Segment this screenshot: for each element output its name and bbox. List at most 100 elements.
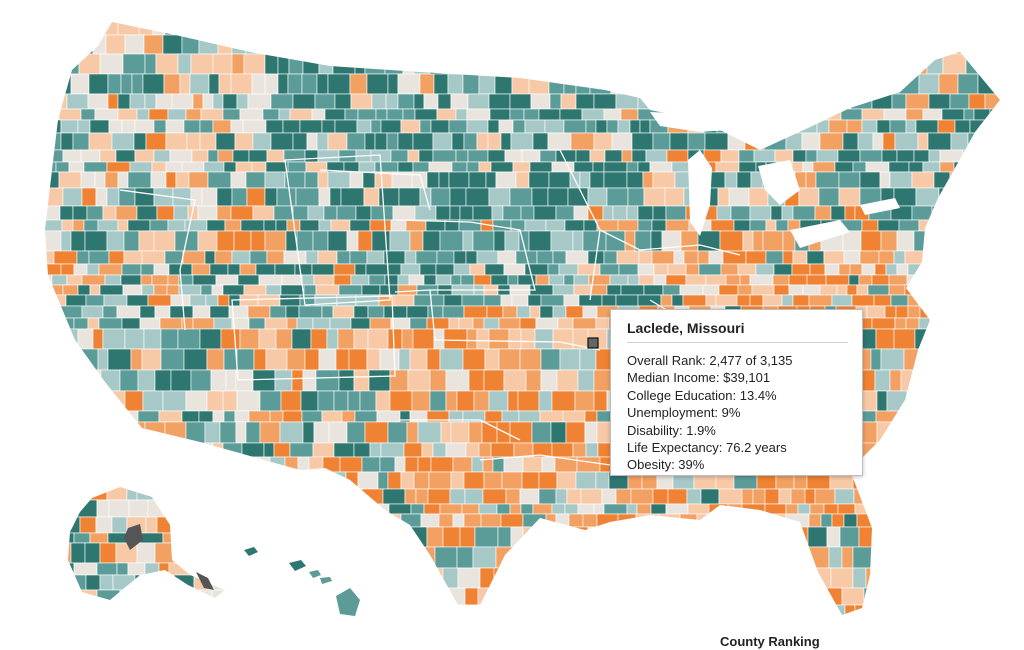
county-cell[interactable]	[103, 294, 128, 307]
county-cell[interactable]	[959, 546, 984, 569]
county-cell[interactable]	[289, 442, 314, 458]
county-cell[interactable]	[77, 284, 91, 296]
county-cell[interactable]	[547, 187, 569, 207]
county-cell[interactable]	[415, 250, 438, 265]
county-cell[interactable]	[203, 546, 226, 569]
county-cell[interactable]	[423, 93, 439, 110]
county-cell[interactable]	[595, 317, 610, 330]
county-cell[interactable]	[379, 348, 400, 371]
county-cell[interactable]	[212, 410, 225, 423]
county-cell[interactable]	[321, 119, 336, 134]
county-cell[interactable]	[456, 390, 475, 412]
county-cell[interactable]	[40, 108, 60, 121]
county-cell[interactable]	[637, 161, 651, 173]
county-cell[interactable]	[390, 219, 407, 232]
county-cell[interactable]	[451, 132, 465, 151]
county-cell[interactable]	[429, 53, 449, 75]
county-cell[interactable]	[798, 187, 820, 207]
county-cell[interactable]	[951, 274, 970, 286]
county-cell[interactable]	[817, 108, 842, 121]
county-cell[interactable]	[504, 149, 523, 163]
county-cell[interactable]	[704, 18, 723, 36]
county-cell[interactable]	[58, 348, 82, 371]
county-cell[interactable]	[357, 230, 373, 252]
county-cell[interactable]	[248, 317, 266, 330]
county-cell[interactable]	[273, 205, 294, 221]
county-cell[interactable]	[773, 263, 793, 276]
county-cell[interactable]	[959, 219, 975, 232]
county-cell[interactable]	[842, 132, 859, 151]
county-cell[interactable]	[528, 230, 552, 252]
county-cell[interactable]	[724, 513, 738, 528]
county-cell[interactable]	[231, 533, 249, 543]
county-cell[interactable]	[884, 604, 902, 623]
county-cell[interactable]	[1008, 150, 1024, 162]
county-cell[interactable]	[40, 526, 63, 548]
county-cell[interactable]	[647, 604, 659, 623]
county-cell[interactable]	[358, 161, 376, 173]
county-cell[interactable]	[153, 284, 168, 296]
county-cell[interactable]	[298, 503, 317, 515]
county-cell[interactable]	[551, 18, 566, 36]
county-cell[interactable]	[76, 18, 97, 36]
county-cell[interactable]	[286, 503, 300, 515]
county-cell[interactable]	[642, 171, 654, 189]
county-cell[interactable]	[871, 93, 893, 110]
county-cell[interactable]	[860, 230, 882, 252]
county-cell[interactable]	[1005, 220, 1016, 231]
county-cell[interactable]	[375, 390, 391, 412]
county-cell[interactable]	[166, 589, 180, 608]
county-cell[interactable]	[538, 390, 553, 412]
county-cell[interactable]	[332, 53, 356, 75]
county-cell[interactable]	[660, 53, 675, 75]
county-cell[interactable]	[814, 488, 836, 505]
county-cell[interactable]	[175, 171, 190, 189]
county-cell[interactable]	[562, 546, 579, 569]
county-cell[interactable]	[913, 421, 927, 444]
county-cell[interactable]	[812, 161, 836, 173]
county-cell[interactable]	[859, 171, 881, 189]
county-cell[interactable]	[857, 132, 874, 151]
county-cell[interactable]	[596, 513, 619, 528]
county-cell[interactable]	[239, 263, 257, 276]
county-cell[interactable]	[580, 488, 603, 505]
county-cell[interactable]	[664, 187, 685, 207]
county-cell[interactable]	[231, 53, 245, 75]
county-cell[interactable]	[994, 328, 1015, 350]
county-cell[interactable]	[791, 161, 804, 173]
county-cell[interactable]	[103, 410, 117, 423]
county-cell[interactable]	[474, 526, 499, 548]
county-cell[interactable]	[291, 328, 312, 350]
county-cell[interactable]	[551, 442, 574, 458]
county-cell[interactable]	[909, 18, 924, 36]
county-cell[interactable]	[889, 171, 913, 189]
county-cell[interactable]	[414, 604, 433, 623]
county-cell[interactable]	[903, 471, 924, 490]
county-cell[interactable]	[629, 119, 641, 134]
county-cell[interactable]	[997, 73, 1016, 95]
county-cell[interactable]	[259, 567, 278, 589]
county-cell[interactable]	[792, 205, 816, 221]
county-cell[interactable]	[660, 294, 673, 307]
county-cell[interactable]	[104, 171, 119, 189]
county-cell[interactable]	[77, 328, 94, 350]
county-cell[interactable]	[940, 513, 953, 528]
county-cell[interactable]	[898, 513, 913, 528]
county-cell[interactable]	[1001, 162, 1013, 172]
county-cell[interactable]	[418, 149, 434, 163]
county-cell[interactable]	[838, 171, 861, 189]
county-cell[interactable]	[547, 263, 560, 276]
county-cell[interactable]	[578, 604, 595, 623]
county-cell[interactable]	[210, 503, 227, 515]
county-cell[interactable]	[66, 274, 83, 286]
county-cell[interactable]	[741, 567, 761, 589]
county-cell[interactable]	[210, 532, 231, 544]
county-cell[interactable]	[1006, 457, 1023, 472]
county-cell[interactable]	[80, 108, 96, 121]
county-cell[interactable]	[239, 108, 264, 121]
county-cell[interactable]	[60, 499, 76, 518]
county-cell[interactable]	[681, 18, 706, 36]
county-cell[interactable]	[192, 274, 217, 286]
county-cell[interactable]	[222, 456, 237, 473]
county-cell[interactable]	[256, 587, 271, 606]
